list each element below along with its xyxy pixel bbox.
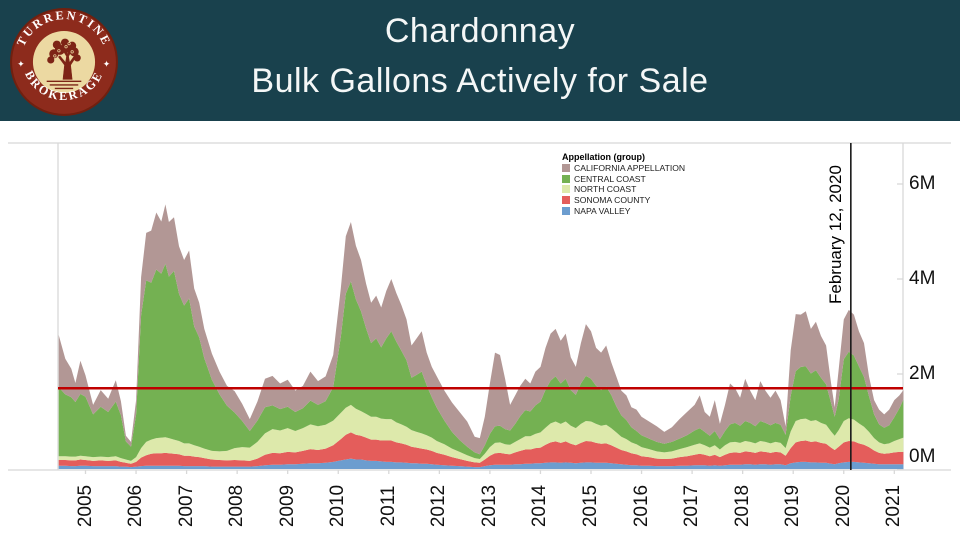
x-tick-label-2018: 2018: [731, 484, 753, 528]
legend-swatch: [562, 164, 570, 173]
page-subtitle: Bulk Gallons Actively for Sale: [251, 62, 709, 100]
area-napa-valley: [58, 458, 904, 469]
x-tick-label-2017: 2017: [681, 484, 703, 528]
legend: Appellation (group) CALIFORNIA APPELLATI…: [562, 152, 685, 216]
logo-tree-icon: [46, 38, 82, 90]
event-annotation-label: February 12, 2020: [826, 165, 845, 304]
y-tick-label-6M: 6M: [909, 173, 936, 194]
x-tick-label-2015: 2015: [580, 484, 601, 528]
x-tick-label-2005: 2005: [74, 484, 96, 528]
legend-item-central-coast: CENTRAL COAST: [562, 174, 685, 185]
x-tick-label-2011: 2011: [377, 485, 399, 527]
legend-label: SONOMA COUNTY: [574, 195, 651, 206]
legend-swatch: [562, 196, 570, 205]
logo-star-right: ✦: [103, 59, 111, 69]
legend-label: NAPA VALLEY: [574, 205, 631, 216]
legend-label: CALIFORNIA APPELLATION: [574, 163, 686, 174]
x-tick-label-2019: 2019: [782, 484, 804, 528]
legend-item-sonoma-county: SONOMA COUNTY: [562, 195, 685, 206]
x-tick-label-2016: 2016: [630, 484, 652, 528]
y-tick-label-0M: 0M: [909, 446, 936, 467]
x-tick-label-2012: 2012: [428, 484, 450, 528]
legend-item-california-appellation: CALIFORNIA APPELLATION: [562, 163, 685, 174]
legend-title: Appellation (group): [562, 152, 645, 162]
logo-star-left: ✦: [17, 59, 25, 69]
x-tick-label-2014: 2014: [529, 484, 551, 528]
area-north-coast: [58, 404, 904, 464]
legend-swatch: [562, 185, 570, 194]
x-tick-label-2008: 2008: [226, 484, 248, 528]
legend-swatch: [562, 174, 570, 183]
x-tick-label-2006: 2006: [125, 484, 147, 528]
page-title: Chardonnay: [384, 12, 576, 50]
x-tick-label-2020: 2020: [832, 484, 854, 528]
legend-item-north-coast: NORTH COAST: [562, 184, 685, 195]
legend-swatch: [562, 206, 570, 215]
x-tick-label-2010: 2010: [327, 484, 349, 528]
area-california-appellation: [58, 204, 904, 455]
y-tick-label-4M: 4M: [909, 268, 936, 289]
y-tick-label-2M: 2M: [909, 363, 936, 384]
turrentine-brokerage-logo: TURRENTINE BROKERAGE ✦ ✦: [10, 8, 118, 116]
x-tick-label-2007: 2007: [175, 484, 197, 528]
x-tick-label-2013: 2013: [478, 484, 500, 528]
legend-label: NORTH COAST: [574, 184, 637, 195]
legend-item-napa-valley: NAPA VALLEY: [562, 205, 685, 216]
x-tick-label-2009: 2009: [276, 484, 298, 528]
area-central-coast: [58, 263, 904, 461]
x-tick-label-2021: 2021: [883, 484, 905, 528]
legend-label: CENTRAL COAST: [574, 173, 646, 184]
header-banner: Chardonnay Bulk Gallons Actively for Sal…: [0, 0, 960, 121]
area-sonoma-county: [58, 432, 904, 468]
